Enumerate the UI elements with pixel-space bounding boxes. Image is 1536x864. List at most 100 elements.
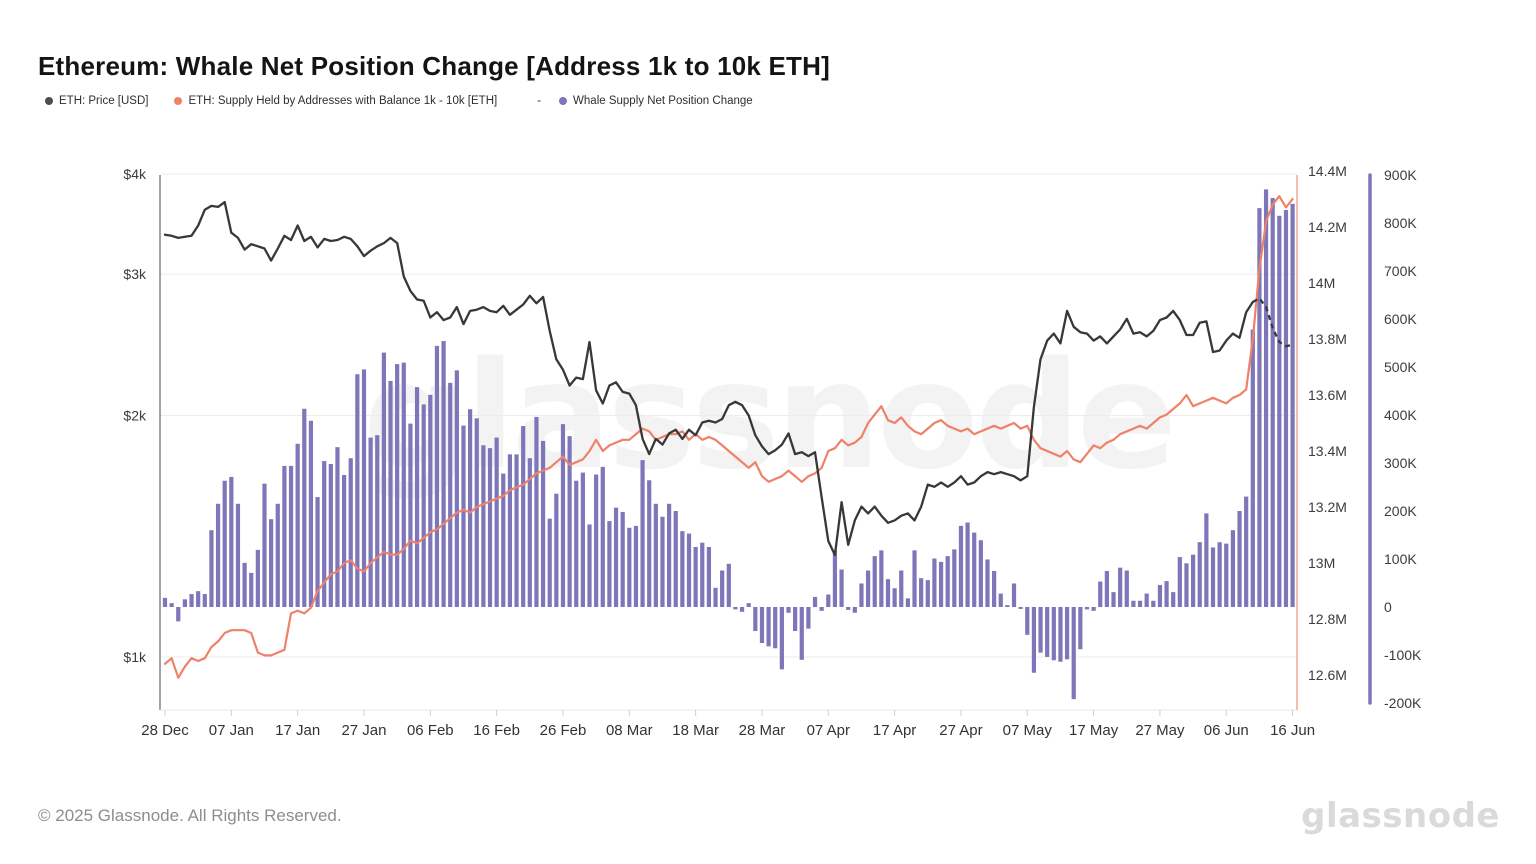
net-position-bar[interactable]	[733, 607, 738, 610]
net-position-bar[interactable]	[1098, 581, 1103, 607]
net-position-bar[interactable]	[706, 547, 712, 607]
net-position-bar[interactable]	[899, 570, 904, 607]
net-position-bar[interactable]	[892, 588, 897, 607]
net-position-bar[interactable]	[1210, 547, 1216, 607]
net-position-bar[interactable]	[680, 531, 685, 607]
net-position-bar[interactable]	[1005, 605, 1010, 607]
net-position-bar[interactable]	[912, 550, 917, 607]
net-position-bar[interactable]	[998, 593, 1003, 607]
net-position-bar[interactable]	[162, 597, 168, 607]
net-position-bar[interactable]	[992, 571, 997, 607]
net-position-bar[interactable]	[574, 480, 579, 607]
net-position-bar[interactable]	[1011, 583, 1017, 607]
net-position-bar[interactable]	[255, 549, 260, 607]
net-position-bar[interactable]	[786, 607, 791, 613]
net-position-bar[interactable]	[1151, 600, 1156, 607]
net-position-bar[interactable]	[1078, 607, 1083, 650]
net-position-bar[interactable]	[202, 594, 207, 607]
net-position-bar[interactable]	[1257, 208, 1262, 607]
net-position-bar[interactable]	[673, 511, 678, 607]
net-position-bar[interactable]	[361, 369, 367, 607]
net-position-bar[interactable]	[720, 570, 725, 607]
net-position-bar[interactable]	[302, 408, 307, 607]
net-position-bar[interactable]	[501, 473, 506, 607]
net-position-bar[interactable]	[322, 461, 327, 607]
net-position-bar[interactable]	[952, 549, 957, 607]
net-position-bar[interactable]	[282, 465, 287, 607]
net-position-bar[interactable]	[1045, 607, 1050, 657]
net-position-bar[interactable]	[448, 382, 453, 607]
net-position-bar[interactable]	[182, 599, 187, 607]
net-position-bar[interactable]	[1124, 570, 1129, 607]
net-position-bar[interactable]	[487, 448, 493, 607]
net-position-bar[interactable]	[514, 454, 519, 607]
net-position-bar[interactable]	[806, 607, 811, 629]
net-position-bar[interactable]	[1290, 203, 1295, 608]
net-position-bar[interactable]	[1244, 496, 1249, 607]
net-position-bar[interactable]	[176, 607, 181, 622]
net-position-bar[interactable]	[381, 352, 386, 607]
net-position-bar[interactable]	[1064, 607, 1070, 660]
net-position-bar[interactable]	[215, 503, 221, 607]
net-position-bar[interactable]	[275, 503, 280, 607]
net-position-bar[interactable]	[580, 472, 585, 607]
net-position-bar[interactable]	[341, 475, 347, 607]
net-position-bar[interactable]	[196, 591, 201, 607]
net-position-bar[interactable]	[1111, 592, 1116, 607]
net-position-bar[interactable]	[494, 437, 499, 607]
net-position-bar[interactable]	[169, 603, 174, 607]
net-position-bar[interactable]	[1217, 542, 1222, 607]
net-position-bar[interactable]	[401, 362, 406, 607]
net-position-bar[interactable]	[308, 420, 314, 607]
net-position-bar[interactable]	[1071, 607, 1076, 700]
net-position-bar[interactable]	[819, 607, 824, 611]
net-position-bar[interactable]	[560, 424, 566, 607]
net-position-bar[interactable]	[793, 607, 798, 631]
net-position-bar[interactable]	[1171, 592, 1176, 607]
net-position-bar[interactable]	[269, 519, 274, 607]
net-position-bar[interactable]	[288, 465, 294, 607]
net-position-bar[interactable]	[846, 607, 851, 610]
net-position-bar[interactable]	[235, 503, 241, 607]
net-position-bar[interactable]	[1018, 607, 1023, 609]
net-position-bar[interactable]	[1184, 563, 1189, 607]
net-position-bar[interactable]	[667, 503, 672, 607]
net-position-bar[interactable]	[958, 525, 964, 607]
net-position-bar[interactable]	[1250, 329, 1255, 607]
net-position-bar[interactable]	[1277, 215, 1282, 608]
net-position-bar[interactable]	[1224, 543, 1229, 607]
net-position-bar[interactable]	[468, 409, 473, 607]
net-position-bar[interactable]	[567, 436, 572, 607]
net-position-bar[interactable]	[315, 497, 320, 607]
net-position-bar[interactable]	[726, 563, 731, 607]
net-position-bar[interactable]	[587, 524, 592, 607]
net-position-bar[interactable]	[375, 435, 380, 607]
net-position-bar[interactable]	[925, 580, 930, 607]
net-position-bar[interactable]	[865, 570, 871, 607]
net-position-bar[interactable]	[209, 530, 214, 607]
net-position-bar[interactable]	[832, 550, 838, 607]
net-position-bar[interactable]	[779, 607, 784, 670]
net-position-bar[interactable]	[242, 562, 247, 607]
net-position-bar[interactable]	[1263, 189, 1269, 607]
net-position-bar[interactable]	[759, 607, 765, 643]
net-position-bar[interactable]	[534, 416, 539, 607]
net-position-bar[interactable]	[905, 598, 910, 607]
net-position-bar[interactable]	[613, 507, 619, 607]
net-position-bar[interactable]	[368, 437, 373, 607]
net-position-bar[interactable]	[1038, 607, 1043, 653]
net-position-bar[interactable]	[746, 603, 751, 607]
net-position-bar[interactable]	[554, 493, 559, 607]
net-position-bar[interactable]	[773, 607, 778, 649]
net-position-bar[interactable]	[753, 607, 758, 631]
net-position-bar[interactable]	[328, 463, 333, 607]
net-position-bar[interactable]	[1283, 210, 1289, 608]
net-position-bar[interactable]	[229, 476, 234, 607]
net-position-bar[interactable]	[1144, 593, 1149, 607]
net-position-bar[interactable]	[1058, 607, 1063, 662]
net-position-bar[interactable]	[1104, 571, 1109, 607]
net-position-bar[interactable]	[647, 480, 652, 607]
net-position-bar[interactable]	[249, 572, 254, 607]
net-position-bar[interactable]	[919, 578, 924, 607]
